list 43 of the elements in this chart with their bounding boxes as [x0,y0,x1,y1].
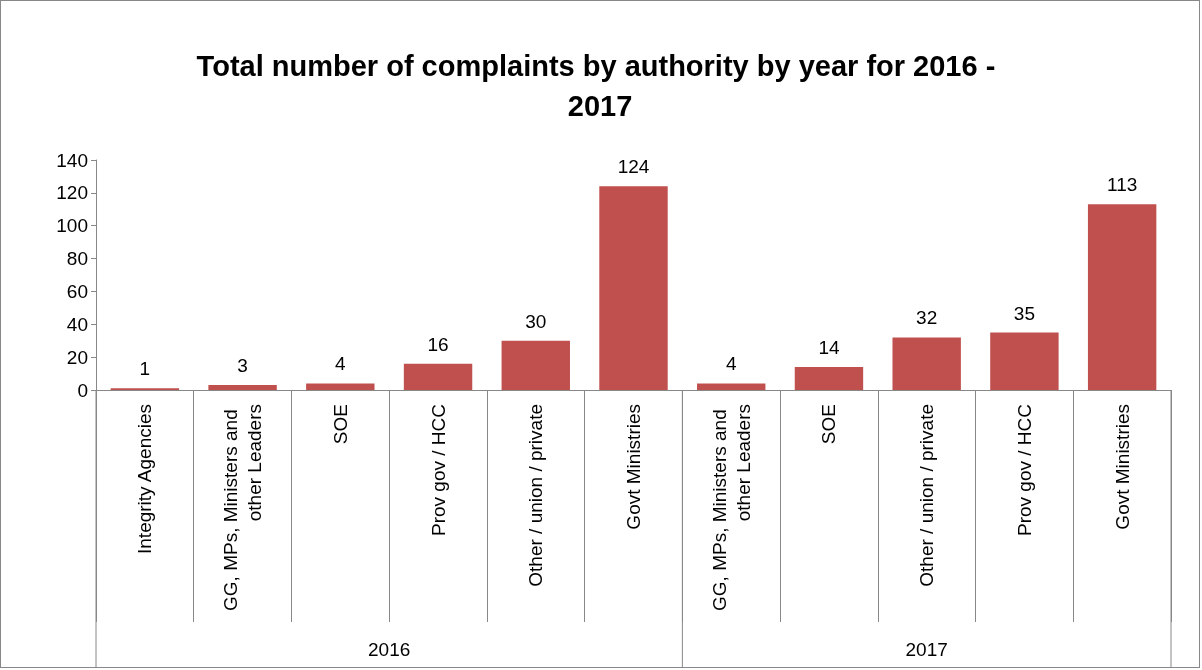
x-tick-label: SOE [329,404,351,445]
data-label: 124 [617,156,650,178]
data-label: 14 [818,337,840,358]
y-tick-label: 20 [66,346,88,368]
y-tick-label: 80 [66,248,88,270]
bar [599,186,668,390]
y-tick-label: 100 [56,215,88,237]
data-label: 3 [237,355,248,377]
data-label: 1 [139,358,151,380]
data-label: 4 [335,353,347,375]
x-tick-label: Integrity Agencies [134,404,156,554]
bar [794,367,864,390]
data-label: 4 [725,353,737,375]
text: 2016 [368,638,411,660]
bar [403,363,473,390]
y-tick-label: 120 [56,182,88,204]
data-label: 16 [427,333,449,355]
bar [990,332,1059,390]
data-label: 30 [525,310,547,332]
text: 2017 [905,638,948,660]
x-tick-label: Other / union / private [916,404,938,587]
bar [306,383,375,390]
y-tick-label: 140 [56,149,88,171]
x-tick-label: GG, MPs, Ministers and other Leaders [220,404,266,611]
x-tick-label: Prov gov / HCC [1013,404,1035,536]
data-label: 113 [1106,174,1138,196]
bar [892,337,961,390]
bar [501,340,570,390]
bar [697,383,766,390]
y-tick-label: 60 [66,280,88,302]
data-label: 35 [1013,302,1035,324]
bar [1087,204,1157,390]
x-tick-label: SOE [818,404,840,445]
x-tick-label: GG, MPs, Ministers and other Leaders [708,404,754,611]
y-tick-label: 0 [77,379,88,401]
x-tick-label: Govt Ministries [623,404,644,530]
y-tick-label: 40 [66,313,88,335]
x-tick-label: Govt Ministries [1111,404,1133,530]
chart-title: Total number of complaints by authority by year for 2016 - 2017 [196,50,1004,122]
bar [208,385,277,390]
x-tick-label: Other / union / private [525,404,547,587]
x-tick-label: Prov gov / HCC [427,404,449,536]
data-label: 32 [916,307,938,329]
